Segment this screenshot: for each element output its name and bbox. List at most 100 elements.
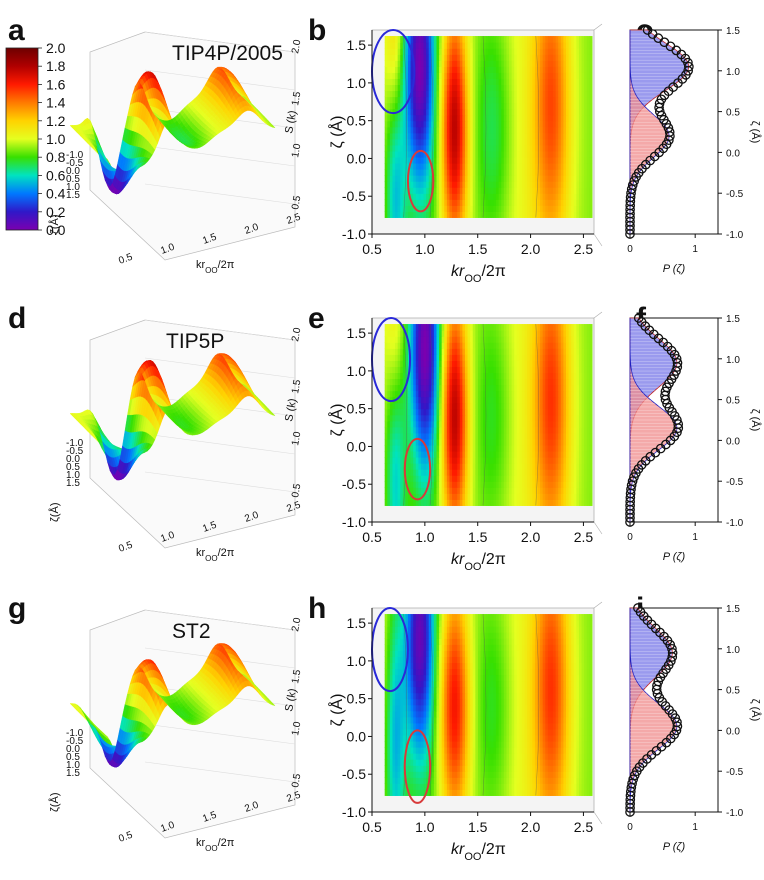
heatmap-cell bbox=[389, 199, 394, 206]
heatmap-cell bbox=[571, 175, 575, 182]
heatmap-cell bbox=[488, 126, 492, 134]
heatmap-cell bbox=[553, 169, 557, 176]
heatmap-x-tick-label: 2.0 bbox=[521, 241, 541, 257]
heatmap-cell bbox=[459, 156, 463, 164]
heatmap-cell bbox=[524, 193, 528, 200]
heatmap-cell bbox=[485, 156, 489, 164]
heatmap-cell bbox=[553, 187, 557, 194]
heatmap-cell bbox=[558, 138, 562, 146]
heatmap-cell bbox=[400, 120, 404, 128]
heatmap-cell bbox=[452, 187, 456, 194]
heatmap-cell bbox=[441, 162, 445, 170]
heatmap-cell bbox=[384, 156, 388, 164]
heatmap-cell bbox=[415, 205, 419, 212]
heatmap-cell bbox=[503, 84, 508, 92]
heatmap-cell bbox=[584, 120, 588, 128]
heatmap-cell bbox=[420, 126, 425, 134]
heatmap-cell bbox=[415, 193, 419, 200]
heatmap-cell bbox=[532, 211, 536, 218]
heatmap-cell bbox=[578, 132, 583, 140]
heatmap-cell bbox=[405, 138, 409, 146]
heatmap-cell bbox=[501, 126, 505, 134]
heatmap-cell bbox=[441, 132, 445, 140]
heatmap-cell bbox=[524, 169, 528, 176]
heatmap-cell bbox=[467, 211, 471, 218]
heatmap-cell bbox=[446, 162, 451, 170]
heatmap-cell bbox=[503, 144, 508, 152]
heatmap-cell bbox=[568, 132, 572, 140]
heatmap-cell bbox=[563, 199, 567, 206]
heatmap-frame-edge bbox=[593, 311, 603, 319]
heatmap-cell bbox=[475, 96, 479, 104]
heatmap-cell bbox=[501, 181, 505, 188]
heatmap-cell bbox=[589, 487, 593, 494]
heatmap-cell bbox=[553, 144, 557, 152]
heatmap-cell bbox=[534, 156, 539, 164]
heatmap-cell bbox=[480, 138, 484, 146]
heatmap-cell bbox=[420, 162, 425, 170]
heatmap-cell bbox=[490, 205, 495, 212]
heatmap-cell bbox=[392, 156, 396, 164]
heatmap-cell bbox=[521, 205, 526, 212]
heatmap-cell bbox=[464, 132, 469, 140]
heatmap-cell bbox=[573, 187, 577, 194]
heatmap-cell bbox=[477, 169, 482, 176]
heatmap-cell bbox=[509, 205, 513, 212]
heatmap-cell bbox=[586, 138, 590, 146]
heatmap-cell bbox=[545, 156, 549, 164]
heatmap-cell bbox=[534, 90, 539, 98]
heatmap-cell bbox=[488, 138, 492, 146]
heatmap-cell bbox=[498, 156, 502, 164]
heatmap-cell bbox=[584, 150, 588, 158]
heatmap-cell bbox=[537, 150, 541, 158]
heatmap-cell bbox=[475, 84, 479, 92]
heatmap-cell bbox=[441, 96, 445, 104]
heatmap-cell bbox=[387, 193, 391, 200]
heatmap-cell bbox=[423, 199, 427, 206]
heatmap-cell bbox=[488, 199, 492, 206]
heatmap-cell bbox=[488, 114, 492, 122]
heatmap-cell bbox=[521, 102, 526, 110]
heatmap-cell bbox=[563, 169, 567, 176]
heatmap-cell bbox=[413, 175, 417, 182]
heatmap-cell bbox=[519, 144, 523, 152]
distribution-plot: -1.0-0.50.00.51.01.50 1P (ζ)ζ (Å) bbox=[625, 25, 762, 275]
heatmap-cell bbox=[519, 187, 523, 194]
surface-x-tick-label: 2.5 bbox=[285, 212, 302, 227]
distribution-x-axis-label: P (ζ) bbox=[663, 263, 686, 275]
heatmap-cell bbox=[532, 138, 536, 146]
heatmap-cell bbox=[470, 132, 474, 140]
heatmap-cell bbox=[472, 126, 476, 134]
heatmap-cell bbox=[576, 181, 580, 188]
heatmap-cell bbox=[542, 90, 546, 98]
heatmap-cell bbox=[433, 126, 438, 134]
heatmap-cell bbox=[542, 96, 546, 104]
heatmap-cell bbox=[490, 108, 495, 116]
heatmap-cell bbox=[420, 175, 425, 182]
heatmap-cell bbox=[472, 138, 476, 146]
heatmap-cell bbox=[467, 162, 471, 170]
heatmap-cell bbox=[524, 108, 528, 116]
heatmap-cell bbox=[483, 162, 487, 170]
heatmap-cell bbox=[578, 169, 583, 176]
heatmap-cell bbox=[387, 156, 391, 164]
heatmap-cell bbox=[498, 120, 502, 128]
heatmap-cell bbox=[413, 211, 417, 218]
heatmap-cell bbox=[496, 199, 500, 206]
heatmap-cell bbox=[477, 205, 482, 212]
heatmap-cell bbox=[389, 108, 394, 116]
heatmap-cell bbox=[477, 162, 482, 170]
heatmap-cell bbox=[420, 120, 425, 128]
heatmap-cell bbox=[405, 126, 409, 134]
heatmap-cell bbox=[464, 150, 469, 158]
heatmap-cell bbox=[490, 150, 495, 158]
heatmap-cell bbox=[462, 84, 466, 92]
heatmap-cell bbox=[540, 162, 544, 170]
heatmap-cell bbox=[534, 114, 539, 122]
heatmap-cell bbox=[529, 169, 533, 176]
colorbar-tick-label: 0.4 bbox=[46, 186, 66, 202]
heatmap-cell bbox=[498, 84, 502, 92]
distribution-y-tick-label: -0.5 bbox=[726, 189, 744, 200]
heatmap-cell bbox=[459, 96, 463, 104]
heatmap-cell bbox=[454, 144, 458, 152]
